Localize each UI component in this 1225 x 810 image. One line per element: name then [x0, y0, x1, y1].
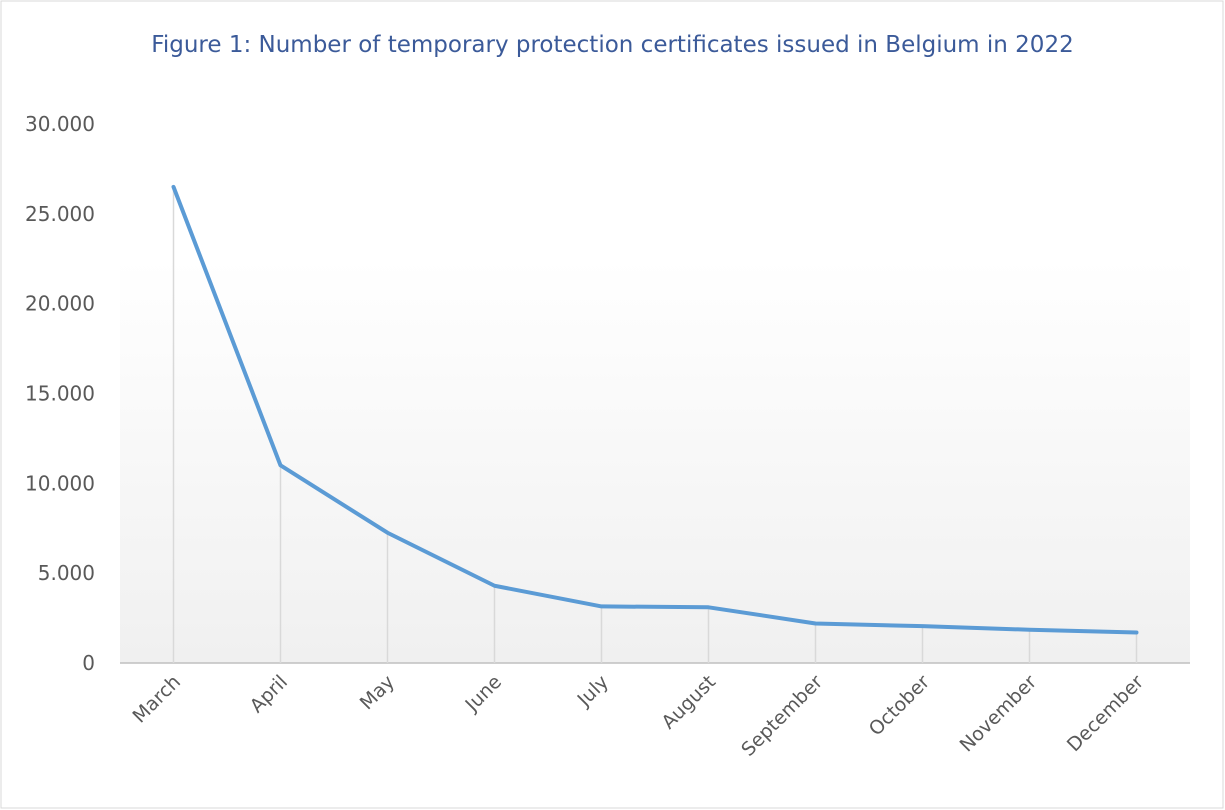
data-line: [171, 184, 1139, 635]
y-tick-label: 20.000: [25, 292, 95, 316]
chart-title: Figure 1: Number of temporary protection…: [151, 32, 1074, 58]
x-tick-label: September: [737, 671, 827, 761]
plot-area: [120, 124, 1190, 663]
y-tick-label: 15.000: [25, 382, 95, 406]
y-tick-label: 10.000: [25, 471, 95, 495]
x-tick-label: April: [246, 671, 292, 717]
x-tick-label: July: [573, 671, 613, 711]
y-tick-label: 30.000: [25, 112, 95, 136]
x-tick-label: November: [956, 671, 1042, 757]
x-tick-label: May: [356, 671, 399, 714]
x-tick-label: March: [129, 671, 186, 728]
y-tick-label: 5.000: [38, 561, 95, 585]
x-tick-label: August: [657, 671, 720, 734]
x-tick-label: October: [865, 671, 934, 740]
y-tick-label: 0: [82, 651, 95, 675]
x-tick-label: December: [1063, 671, 1148, 756]
x-tick-label: June: [461, 671, 507, 717]
y-tick-label: 25.000: [25, 202, 95, 226]
